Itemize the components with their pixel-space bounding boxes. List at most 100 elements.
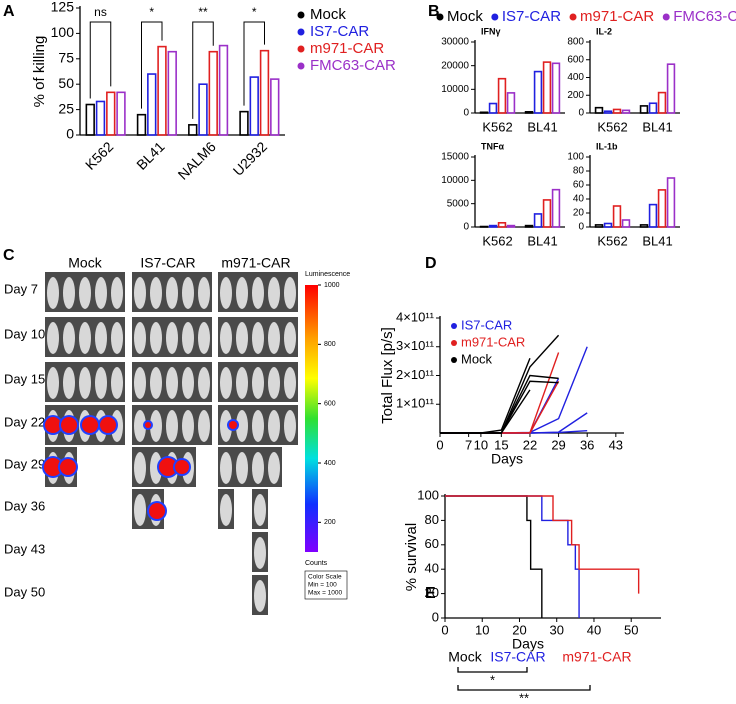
- y-tick-label: 0: [578, 222, 584, 233]
- y-axis-label: % of killing: [31, 36, 48, 108]
- mouse: [134, 494, 146, 526]
- y-tick-label: 3×10¹¹: [396, 338, 435, 353]
- row-label: Day 43: [4, 541, 45, 556]
- significance-label: *: [149, 5, 154, 19]
- signal: [175, 460, 189, 474]
- bar: [497, 222, 507, 228]
- mouse: [236, 277, 248, 309]
- signal: [159, 458, 177, 476]
- mouse: [63, 367, 75, 399]
- mouse: [182, 322, 194, 354]
- bar: [188, 124, 198, 136]
- y-tick-label: 0: [578, 108, 584, 119]
- y-tick-label: 100: [51, 24, 75, 40]
- mouse: [252, 322, 264, 354]
- colorbar-title: Luminescence: [305, 271, 350, 278]
- mouse: [79, 367, 91, 399]
- signal: [45, 417, 61, 433]
- x-tick-label: 0: [441, 622, 448, 637]
- mouse: [150, 452, 162, 484]
- legend-marker: [297, 28, 305, 36]
- y-tick-label: 15000: [441, 152, 469, 163]
- y-tick-label: 80: [573, 166, 585, 177]
- bar: [506, 92, 516, 114]
- comparison-label: **: [519, 690, 529, 704]
- bar: [533, 70, 543, 114]
- y-tick-label: 20: [425, 585, 439, 600]
- x-axis-label: Days: [491, 451, 523, 467]
- scale-title: Color Scale: [308, 574, 342, 581]
- comparison-bracket: [457, 667, 528, 673]
- bar: [603, 110, 613, 114]
- mouse: [134, 452, 146, 484]
- panel-label: B: [428, 3, 440, 20]
- mouse: [166, 410, 178, 442]
- legend-marker: [451, 340, 457, 346]
- group-label: IS7-CAR: [490, 649, 545, 665]
- bar: [551, 188, 561, 228]
- x-tick-label: 7: [465, 437, 472, 452]
- bar: [106, 91, 116, 136]
- bar: [621, 219, 631, 228]
- mouse: [220, 452, 232, 484]
- flux-line: [440, 334, 560, 434]
- mouse: [111, 322, 123, 354]
- flux-line: [440, 412, 588, 434]
- legend-label: IS7-CAR: [502, 8, 561, 25]
- legend-marker: [491, 13, 499, 21]
- row-label: Day 10: [4, 326, 45, 341]
- x-tick-label: 36: [580, 437, 594, 452]
- legend-marker: [451, 357, 457, 363]
- y-tick-label: 2×10¹¹: [396, 367, 435, 382]
- y-axis-label: Total Flux [p/s]: [379, 327, 396, 424]
- y-tick-label: 0: [432, 609, 439, 624]
- panel-label: A: [3, 3, 15, 20]
- bar: [208, 50, 218, 136]
- flux-line: [440, 357, 531, 434]
- mouse: [47, 322, 59, 354]
- mouse: [284, 322, 296, 354]
- mouse: [150, 410, 162, 442]
- x-tick-label: K562: [82, 138, 117, 173]
- bar: [167, 50, 177, 136]
- bar: [95, 100, 106, 136]
- x-tick-label: 22: [523, 437, 537, 452]
- mouse: [95, 367, 107, 399]
- mouse: [134, 367, 146, 399]
- mouse: [95, 322, 107, 354]
- colorbar-tick-label: 800: [324, 341, 336, 348]
- signal: [100, 417, 116, 433]
- mouse: [63, 277, 75, 309]
- y-tick-label: 600: [567, 54, 584, 65]
- y-tick-label: 25: [58, 100, 74, 116]
- mouse: [166, 367, 178, 399]
- flux-line: [440, 380, 560, 434]
- bar: [657, 189, 667, 228]
- bar: [249, 76, 259, 136]
- signal: [44, 458, 62, 476]
- x-tick-label: 15: [494, 437, 508, 452]
- panel-label: D: [425, 255, 437, 272]
- bar: [648, 102, 658, 114]
- group-label: Mock: [448, 649, 482, 665]
- y-tick-label: 100: [417, 487, 439, 502]
- signal: [61, 417, 77, 433]
- colorbar-tick-label: 1000: [324, 282, 340, 289]
- bar: [612, 205, 622, 228]
- bar: [270, 78, 280, 136]
- significance-label: ns: [94, 5, 107, 19]
- bar: [657, 91, 667, 114]
- x-tick-label: 10: [475, 622, 489, 637]
- mouse: [252, 367, 264, 399]
- survival-curve: [445, 495, 640, 594]
- mouse: [150, 277, 162, 309]
- comparison-label: *: [490, 672, 495, 687]
- x-tick-label: K562: [597, 119, 627, 134]
- mouse: [252, 452, 264, 484]
- mouse: [268, 410, 280, 442]
- scale-max: Max = 1000: [308, 590, 343, 597]
- significance-bracket: [141, 21, 163, 109]
- mouse: [79, 322, 91, 354]
- mouse: [236, 367, 248, 399]
